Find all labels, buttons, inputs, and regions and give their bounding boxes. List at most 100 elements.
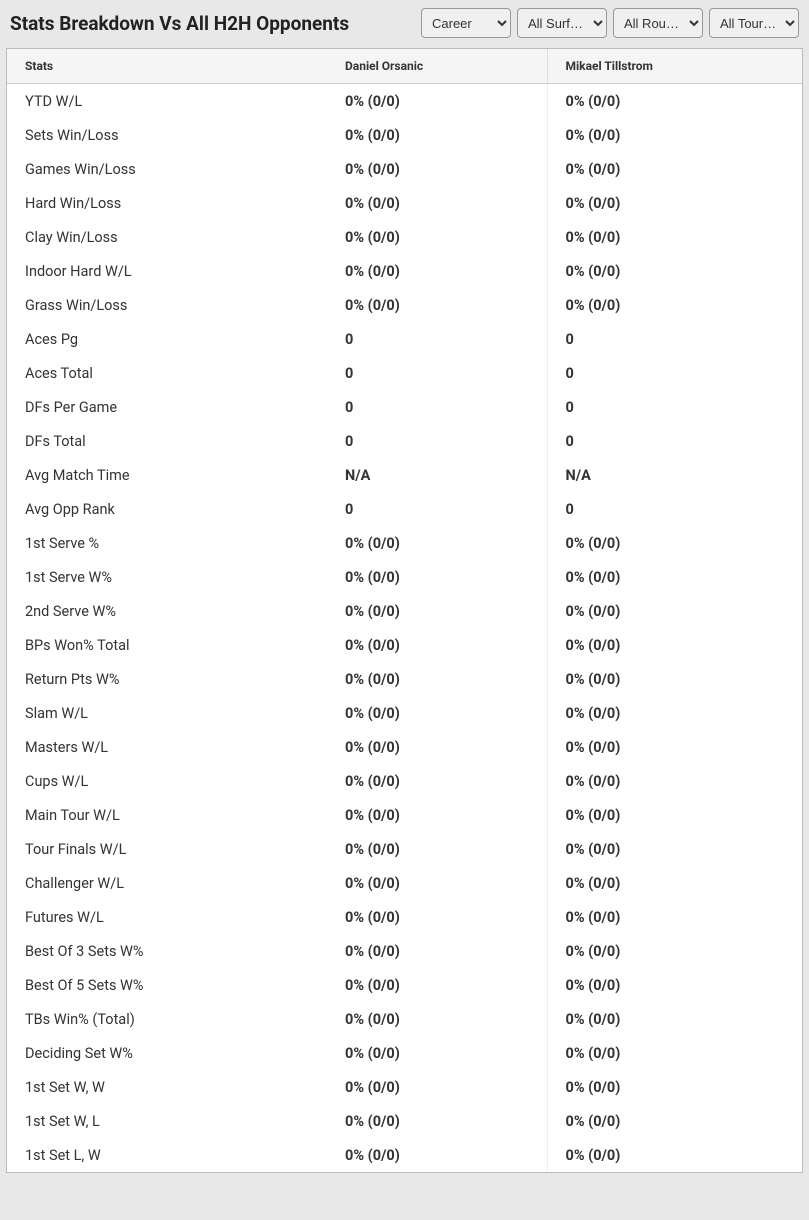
stat-value: 0% (0/0) (327, 152, 547, 186)
header-row: Stats Daniel Orsanic Mikael Tillstrom (7, 49, 802, 84)
stat-value: 0% (0/0) (547, 288, 802, 322)
stat-value: 0% (0/0) (327, 220, 547, 254)
table-row: Games Win/Loss0% (0/0)0% (0/0) (7, 152, 802, 186)
stat-label: Indoor Hard W/L (7, 254, 327, 288)
stat-label: DFs Total (7, 424, 327, 458)
table-row: Avg Opp Rank00 (7, 492, 802, 526)
stat-value: 0% (0/0) (547, 832, 802, 866)
table-row: Aces Total00 (7, 356, 802, 390)
stat-label: Masters W/L (7, 730, 327, 764)
stat-label: 1st Set W, L (7, 1104, 327, 1138)
stat-label: Tour Finals W/L (7, 832, 327, 866)
stat-value: 0% (0/0) (547, 798, 802, 832)
round-select[interactable]: All Rou… (613, 8, 703, 38)
surface-select[interactable]: All Surf… (517, 8, 607, 38)
table-row: Masters W/L0% (0/0)0% (0/0) (7, 730, 802, 764)
table-body: YTD W/L0% (0/0)0% (0/0)Sets Win/Loss0% (… (7, 84, 802, 1173)
stat-value: 0 (547, 390, 802, 424)
stat-value: N/A (327, 458, 547, 492)
table-row: Return Pts W%0% (0/0)0% (0/0) (7, 662, 802, 696)
stat-value: N/A (547, 458, 802, 492)
stat-value: 0% (0/0) (327, 1002, 547, 1036)
stat-label: Aces Total (7, 356, 327, 390)
stat-label: Games Win/Loss (7, 152, 327, 186)
stat-label: Best Of 5 Sets W% (7, 968, 327, 1002)
stat-value: 0% (0/0) (327, 628, 547, 662)
stat-label: Grass Win/Loss (7, 288, 327, 322)
stat-label: 1st Set W, W (7, 1070, 327, 1104)
table-row: Avg Match TimeN/AN/A (7, 458, 802, 492)
col-stats: Stats (7, 49, 327, 84)
stat-value: 0 (327, 390, 547, 424)
stat-value: 0% (0/0) (327, 832, 547, 866)
stat-value: 0% (0/0) (547, 730, 802, 764)
career-select[interactable]: Career (421, 8, 511, 38)
stat-value: 0% (0/0) (327, 1104, 547, 1138)
stat-value: 0% (0/0) (547, 696, 802, 730)
stat-value: 0% (0/0) (327, 288, 547, 322)
stat-value: 0% (0/0) (547, 662, 802, 696)
stat-value: 0% (0/0) (547, 1104, 802, 1138)
stat-label: Main Tour W/L (7, 798, 327, 832)
stats-table: Stats Daniel Orsanic Mikael Tillstrom YT… (7, 49, 802, 1172)
stat-value: 0 (327, 356, 547, 390)
stat-label: DFs Per Game (7, 390, 327, 424)
table-row: 1st Set W, W0% (0/0)0% (0/0) (7, 1070, 802, 1104)
stat-value: 0% (0/0) (327, 186, 547, 220)
table-row: Slam W/L0% (0/0)0% (0/0) (7, 696, 802, 730)
col-player1: Daniel Orsanic (327, 49, 547, 84)
table-row: Sets Win/Loss0% (0/0)0% (0/0) (7, 118, 802, 152)
stat-label: Deciding Set W% (7, 1036, 327, 1070)
stat-value: 0% (0/0) (547, 118, 802, 152)
table-row: Deciding Set W%0% (0/0)0% (0/0) (7, 1036, 802, 1070)
table-row: Challenger W/L0% (0/0)0% (0/0) (7, 866, 802, 900)
stat-label: Avg Opp Rank (7, 492, 327, 526)
stat-value: 0% (0/0) (327, 1070, 547, 1104)
stat-label: Slam W/L (7, 696, 327, 730)
stat-label: Avg Match Time (7, 458, 327, 492)
stat-value: 0 (327, 322, 547, 356)
header-bar: Stats Breakdown Vs All H2H Opponents Car… (0, 0, 809, 46)
table-row: 2nd Serve W%0% (0/0)0% (0/0) (7, 594, 802, 628)
stat-value: 0% (0/0) (327, 1036, 547, 1070)
tournament-select[interactable]: All Tour… (709, 8, 799, 38)
stat-value: 0 (547, 492, 802, 526)
stat-value: 0% (0/0) (547, 594, 802, 628)
table-row: Tour Finals W/L0% (0/0)0% (0/0) (7, 832, 802, 866)
table-row: Aces Pg00 (7, 322, 802, 356)
stat-label: TBs Win% (Total) (7, 1002, 327, 1036)
table-row: DFs Total00 (7, 424, 802, 458)
stat-value: 0% (0/0) (547, 968, 802, 1002)
stat-value: 0% (0/0) (547, 1138, 802, 1172)
stat-value: 0% (0/0) (547, 1002, 802, 1036)
stat-label: Return Pts W% (7, 662, 327, 696)
stat-label: YTD W/L (7, 84, 327, 119)
stat-value: 0% (0/0) (327, 594, 547, 628)
table-row: Main Tour W/L0% (0/0)0% (0/0) (7, 798, 802, 832)
stat-value: 0% (0/0) (327, 866, 547, 900)
table-row: 1st Set L, W0% (0/0)0% (0/0) (7, 1138, 802, 1172)
stat-label: Best Of 3 Sets W% (7, 934, 327, 968)
stat-value: 0% (0/0) (547, 1070, 802, 1104)
stat-value: 0 (327, 424, 547, 458)
stat-value: 0% (0/0) (547, 900, 802, 934)
stat-value: 0% (0/0) (547, 560, 802, 594)
stat-value: 0% (0/0) (547, 628, 802, 662)
stat-label: 1st Serve W% (7, 560, 327, 594)
stat-value: 0% (0/0) (327, 1138, 547, 1172)
stat-label: Challenger W/L (7, 866, 327, 900)
stat-value: 0% (0/0) (327, 696, 547, 730)
stat-label: BPs Won% Total (7, 628, 327, 662)
page-title: Stats Breakdown Vs All H2H Opponents (10, 12, 349, 35)
stat-label: Hard Win/Loss (7, 186, 327, 220)
stat-value: 0% (0/0) (327, 662, 547, 696)
stat-value: 0% (0/0) (547, 220, 802, 254)
stat-value: 0% (0/0) (547, 254, 802, 288)
stat-value: 0 (327, 492, 547, 526)
table-row: Best Of 3 Sets W%0% (0/0)0% (0/0) (7, 934, 802, 968)
stat-label: Sets Win/Loss (7, 118, 327, 152)
stat-value: 0% (0/0) (547, 934, 802, 968)
stat-label: 2nd Serve W% (7, 594, 327, 628)
table-row: 1st Set W, L0% (0/0)0% (0/0) (7, 1104, 802, 1138)
stat-value: 0% (0/0) (327, 934, 547, 968)
